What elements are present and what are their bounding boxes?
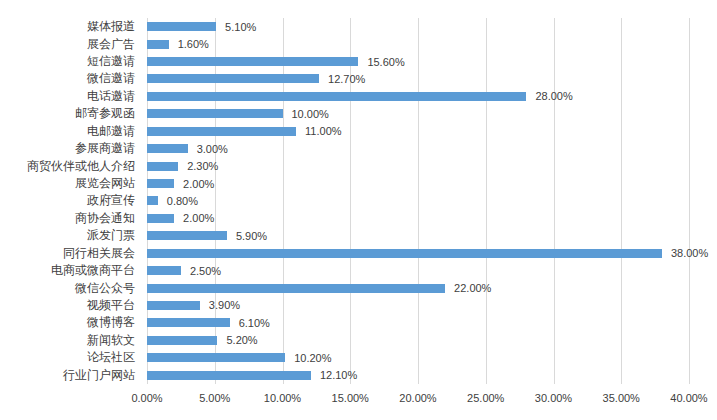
bar	[147, 353, 285, 362]
category-label: 展览会网站	[0, 175, 141, 192]
data-label: 3.90%	[209, 299, 240, 311]
category-label: 视频平台	[0, 297, 141, 314]
x-tick-label: 15.00%	[332, 392, 369, 404]
bar	[147, 144, 188, 153]
bar-row: 2.00%	[147, 210, 689, 227]
category-label: 短信邀请	[0, 53, 141, 70]
bar	[147, 336, 217, 345]
bar	[147, 231, 227, 240]
x-tick-label: 40.00%	[670, 392, 707, 404]
bar	[147, 74, 319, 83]
data-label: 10.00%	[292, 108, 329, 120]
bar	[147, 92, 526, 101]
bar	[147, 57, 358, 66]
data-label: 0.80%	[167, 195, 198, 207]
category-label: 派发门票	[0, 227, 141, 244]
category-label: 微信邀请	[0, 70, 141, 87]
data-label: 6.10%	[239, 317, 270, 329]
category-label: 展会广告	[0, 35, 141, 52]
bar-chart: 媒体报道展会广告短信邀请微信邀请电话邀请邮寄参观函电邮邀请参展商邀请商贸伙伴或他…	[0, 0, 717, 420]
bar-row: 6.10%	[147, 314, 689, 331]
bar-row: 28.00%	[147, 88, 689, 105]
plot-area: 5.10% 1.60% 15.60%12.70% 28.00% 10.00% 11.00%…	[147, 18, 689, 384]
bar-row: 10.00%	[147, 105, 689, 122]
data-label: 22.00%	[454, 282, 491, 294]
bar	[147, 284, 445, 293]
bar	[147, 318, 230, 327]
bar-row: 1.60%	[147, 35, 689, 52]
bar-row: 5.20%	[147, 332, 689, 349]
data-label: 3.00%	[197, 143, 228, 155]
bar	[147, 371, 311, 380]
category-label: 行业门户网站	[0, 366, 141, 383]
bar-row: 2.00%	[147, 175, 689, 192]
bar-rows: 5.10% 1.60% 15.60%12.70% 28.00% 10.00% 11.00%…	[147, 18, 689, 384]
category-label: 政府宣传	[0, 192, 141, 209]
bar	[147, 109, 283, 118]
bar-row: 12.70%	[147, 70, 689, 87]
bar-row: 5.10%	[147, 18, 689, 35]
category-label: 电话邀请	[0, 88, 141, 105]
x-tick-label: 0.00%	[131, 392, 162, 404]
x-tick-label: 25.00%	[467, 392, 504, 404]
category-label: 新闻软文	[0, 332, 141, 349]
category-axis: 媒体报道展会广告短信邀请微信邀请电话邀请邮寄参观函电邮邀请参展商邀请商贸伙伴或他…	[0, 18, 141, 384]
category-label: 论坛社区	[0, 349, 141, 366]
data-label: 38.00%	[671, 247, 708, 259]
bar-row: 2.30%	[147, 157, 689, 174]
category-label: 媒体报道	[0, 18, 141, 35]
x-tick-label: 20.00%	[399, 392, 436, 404]
data-label: 15.60%	[367, 56, 404, 68]
x-tick-label: 30.00%	[535, 392, 572, 404]
bar-row: 11.00%	[147, 123, 689, 140]
bar-row: 10.20%	[147, 349, 689, 366]
bar-row: 3.00%	[147, 140, 689, 157]
data-label: 2.30%	[187, 160, 218, 172]
bar	[147, 266, 181, 275]
data-label: 12.10%	[320, 369, 357, 381]
bar-row: 12.10%	[147, 366, 689, 383]
bar-row: 3.90%	[147, 297, 689, 314]
bar	[147, 179, 174, 188]
x-tick-label: 5.00%	[199, 392, 230, 404]
data-label: 2.50%	[190, 265, 221, 277]
data-label: 5.20%	[226, 334, 257, 346]
bar	[147, 127, 296, 136]
bar	[147, 22, 216, 31]
value-axis: 0.00% 5.00% 10.00% 15.00% 20.00% 25.00% 30.00%…	[0, 392, 717, 408]
category-label: 电商或微商平台	[0, 262, 141, 279]
data-label: 2.00%	[183, 212, 214, 224]
x-tick-label: 35.00%	[603, 392, 640, 404]
bar-row: 5.90%	[147, 227, 689, 244]
category-label: 微信公众号	[0, 279, 141, 296]
bar-row: 38.00%	[147, 244, 689, 261]
bar	[147, 214, 174, 223]
data-label: 10.20%	[294, 352, 331, 364]
gridline	[689, 18, 690, 384]
data-label: 1.60%	[178, 38, 209, 50]
data-label: 28.00%	[535, 90, 572, 102]
category-label: 同行相关展会	[0, 244, 141, 261]
bar	[147, 40, 169, 49]
category-label: 商协会通知	[0, 210, 141, 227]
bar	[147, 162, 178, 171]
bar-row: 0.80%	[147, 192, 689, 209]
category-label: 邮寄参观函	[0, 105, 141, 122]
bar-row: 2.50%	[147, 262, 689, 279]
data-label: 5.90%	[236, 230, 267, 242]
bar-row: 22.00%	[147, 279, 689, 296]
data-label: 11.00%	[305, 125, 342, 137]
bar	[147, 301, 200, 310]
bar	[147, 249, 662, 258]
data-label: 5.10%	[225, 21, 256, 33]
category-label: 商贸伙伴或他人介绍	[0, 157, 141, 174]
category-label: 电邮邀请	[0, 123, 141, 140]
x-tick-label: 10.00%	[264, 392, 301, 404]
category-label: 微博博客	[0, 314, 141, 331]
bar	[147, 196, 158, 205]
data-label: 12.70%	[328, 73, 365, 85]
bar-row: 15.60%	[147, 53, 689, 70]
category-label: 参展商邀请	[0, 140, 141, 157]
data-label: 2.00%	[183, 178, 214, 190]
